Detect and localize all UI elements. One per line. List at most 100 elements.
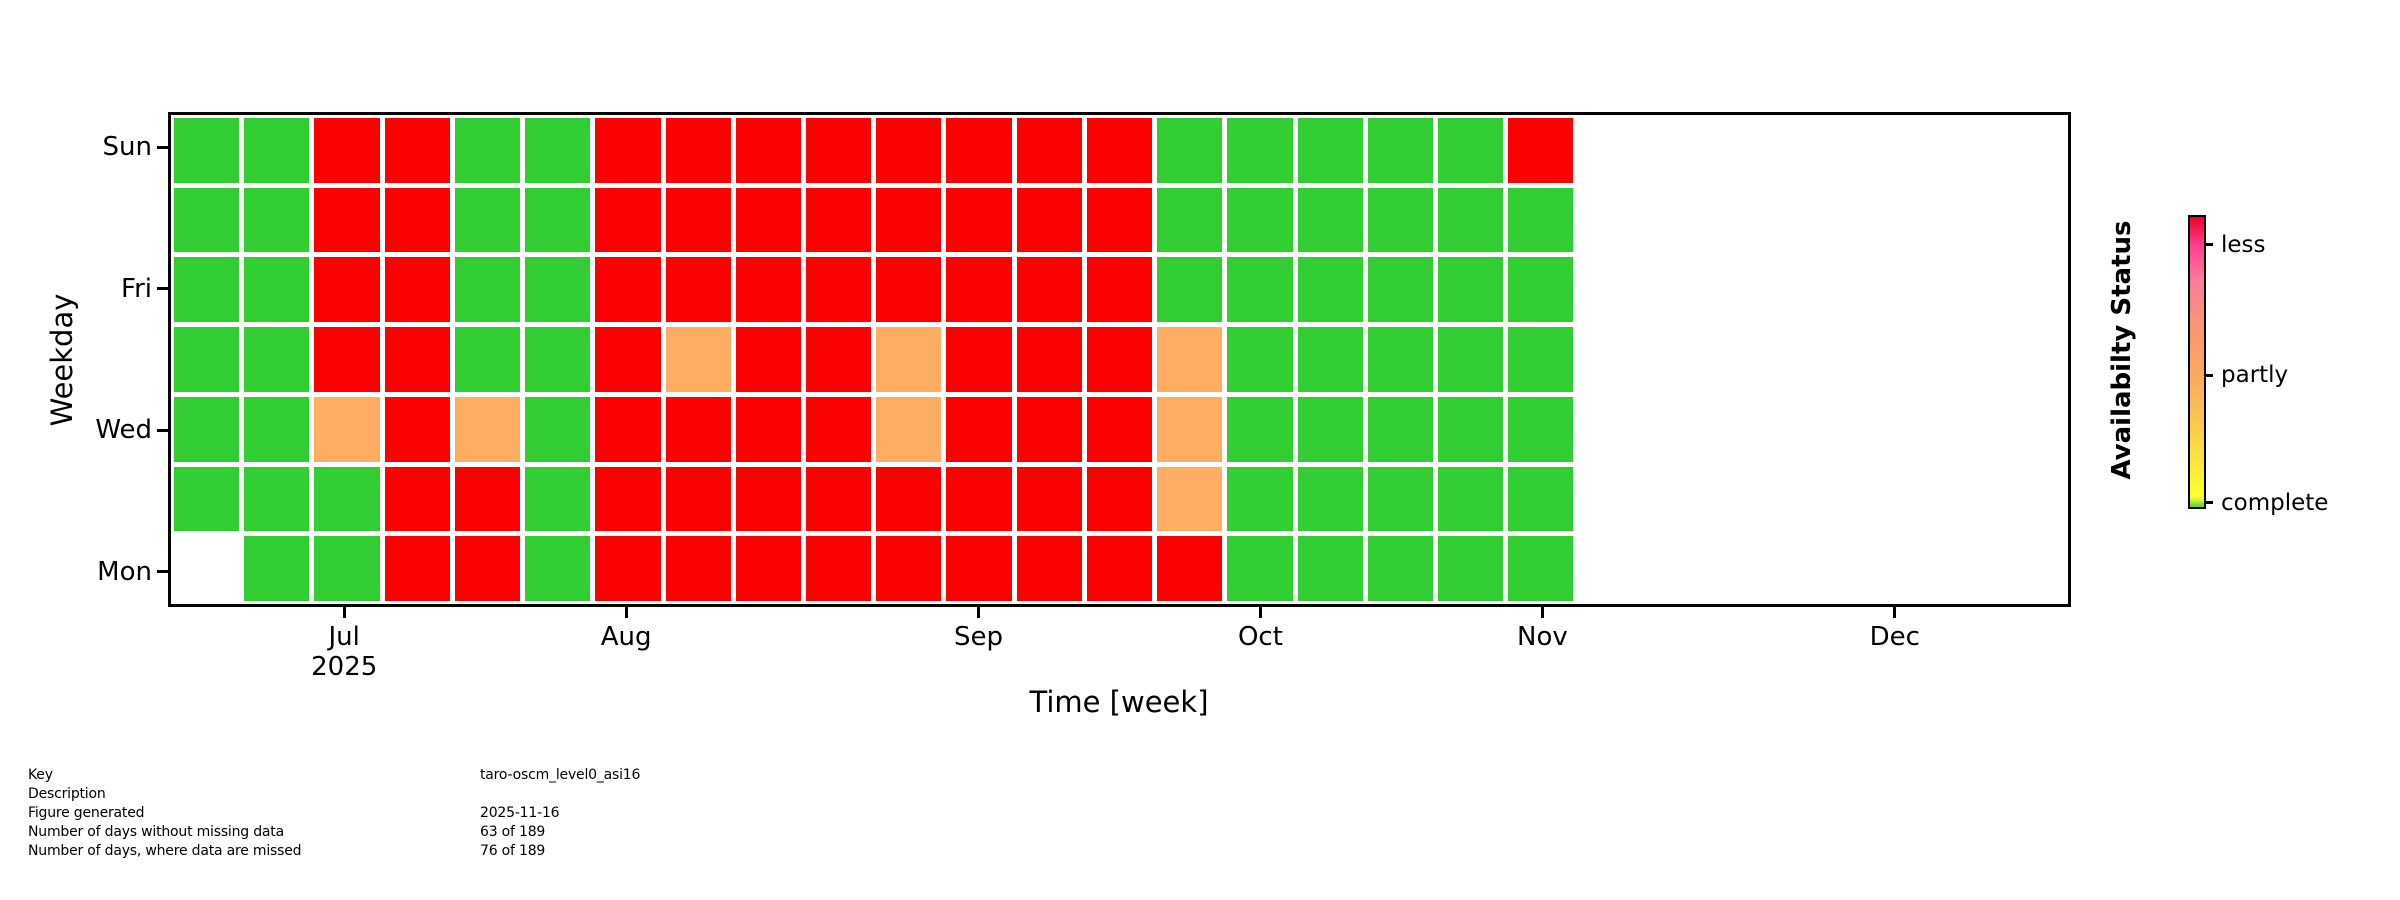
heatmap-cell: [244, 466, 310, 532]
heatmap-cell: [384, 396, 450, 462]
heatmap-cell: [1367, 257, 1433, 323]
heatmap-cell: [454, 257, 521, 323]
heatmap-cell: [1648, 187, 1714, 253]
heatmap-cell: [946, 536, 1012, 601]
heatmap-cell: [1437, 466, 1504, 532]
heatmap-cell: [1086, 396, 1153, 462]
heatmap-cell: [595, 396, 661, 462]
heatmap-cell: [1718, 118, 1785, 183]
heatmap-cell: [735, 466, 801, 532]
heatmap-cell: [946, 466, 1012, 532]
heatmap-cell: [174, 187, 240, 253]
heatmap-cell: [1648, 257, 1714, 323]
heatmap-cell: [244, 257, 310, 323]
footer-label: Number of days, where data are missed: [28, 843, 302, 859]
colorbar-tick-label: complete: [2221, 489, 2329, 516]
heatmap-cell: [1367, 396, 1433, 462]
heatmap-cell: [1227, 187, 1293, 253]
heatmap-cell: [314, 257, 380, 323]
heatmap-cell: [1508, 187, 1574, 253]
footer-value: taro-oscm_level0_asi16: [480, 767, 641, 783]
heatmap-cell: [1578, 187, 1644, 253]
heatmap-cell: [876, 466, 942, 532]
heatmap-cell: [1157, 187, 1223, 253]
heatmap-cell: [1016, 396, 1082, 462]
colorbar-gradient: [2190, 217, 2204, 507]
heatmap-cell: [665, 466, 731, 532]
heatmap-cell: [1929, 466, 1995, 532]
heatmap-cell: [384, 536, 450, 601]
heatmap-cell: [1999, 327, 2065, 392]
heatmap-cell: [805, 257, 872, 323]
x-tick-year-label: 2025: [311, 652, 378, 682]
heatmap-cell: [1437, 257, 1504, 323]
heatmap-cell: [1016, 466, 1082, 532]
heatmap-cell: [1297, 396, 1363, 462]
heatmap-cell: [1297, 187, 1363, 253]
heatmap-cell: [1578, 257, 1644, 323]
heatmap-cell: [1157, 536, 1223, 601]
heatmap-cell: [174, 466, 240, 532]
heatmap-cell: [1157, 396, 1223, 462]
heatmap-cell: [1157, 466, 1223, 532]
heatmap-cell: [1789, 187, 1855, 253]
footer-metadata: Key taro-oscm_level0_asi16 Description Figu…: [28, 766, 640, 861]
heatmap-cell: [946, 327, 1012, 392]
heatmap-cell: [1437, 327, 1504, 392]
heatmap-cell: [525, 257, 591, 323]
heatmap-cell: [1578, 536, 1644, 601]
heatmap-cell: [876, 118, 942, 183]
heatmap-cell: [1086, 466, 1153, 532]
heatmap-cell: [876, 187, 942, 253]
heatmap-cell: [244, 396, 310, 462]
heatmap-cell: [735, 187, 801, 253]
heatmap-cell: [174, 327, 240, 392]
heatmap-cell: [1999, 257, 2065, 323]
y-tick-label: Mon: [97, 556, 152, 587]
heatmap-cell: [1929, 536, 1995, 601]
heatmap-cell: [665, 118, 731, 183]
heatmap-cell: [665, 536, 731, 601]
heatmap-cell: [735, 327, 801, 392]
heatmap-cell: [314, 118, 380, 183]
heatmap-cell: [805, 327, 872, 392]
heatmap-cell: [1789, 118, 1855, 183]
heatmap-cell: [1437, 118, 1504, 183]
heatmap-cell: [244, 187, 310, 253]
heatmap-cell: [525, 466, 591, 532]
heatmap-cell: [1437, 536, 1504, 601]
footer-label: Description: [28, 786, 106, 802]
heatmap-cell: [1859, 257, 1925, 323]
x-tick-label: Jul: [328, 622, 360, 652]
heatmap-cell: [805, 118, 872, 183]
heatmap-cell: [595, 327, 661, 392]
x-tick-label: Aug: [600, 622, 652, 652]
heatmap-cell: [876, 396, 942, 462]
heatmap-cell: [174, 396, 240, 462]
x-tick-mark: [1258, 607, 1262, 618]
footer-label: Key: [28, 767, 53, 783]
heatmap-cell: [1999, 118, 2065, 183]
x-tick-mark: [977, 607, 981, 618]
heatmap-cell: [595, 118, 661, 183]
heatmap-cell: [595, 187, 661, 253]
heatmap-cell: [174, 536, 240, 601]
footer-label: Number of days without missing data: [28, 824, 284, 840]
heatmap-cell: [314, 327, 380, 392]
heatmap-cell: [1227, 118, 1293, 183]
x-tick-mark: [624, 607, 628, 618]
heatmap-cell: [525, 118, 591, 183]
heatmap-cell: [1227, 327, 1293, 392]
heatmap-cell: [454, 327, 521, 392]
y-tick-mark: [157, 145, 168, 149]
colorbar-title-label: Availabilty Status: [2107, 220, 2137, 480]
heatmap-plot-area: [168, 112, 2071, 607]
heatmap-cell: [1929, 396, 1995, 462]
heatmap-cell: [735, 118, 801, 183]
heatmap-cell: [946, 396, 1012, 462]
x-tick-mark: [342, 607, 346, 618]
heatmap-cell: [1789, 396, 1855, 462]
heatmap-cell: [1227, 536, 1293, 601]
heatmap-cell: [314, 187, 380, 253]
